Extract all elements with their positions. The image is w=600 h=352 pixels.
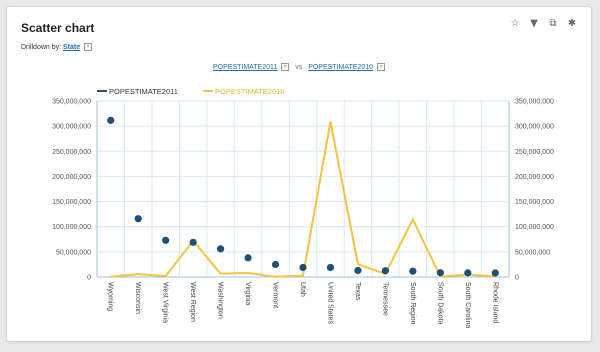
x-tick-label: Vermont (272, 282, 279, 308)
data-point-popestimate2011 (382, 267, 389, 274)
scatter-chart-widget: Scatter chart ☆ ▼ ⧉ ✱ Drilldown by: Stat… (6, 6, 592, 342)
drilldown-state-link[interactable]: State (63, 44, 80, 51)
data-point-popestimate2011 (190, 239, 197, 246)
y-tick-label-left: 100,000,000 (52, 224, 91, 231)
filter-icon[interactable]: ▼ (529, 19, 539, 29)
series-line-popestimate2010 (111, 122, 496, 277)
data-point-popestimate2011 (272, 261, 279, 268)
drilldown-bar: Drilldown by: State × (21, 43, 92, 51)
y-tick-label-right: 200,000,000 (515, 174, 554, 181)
measure-1-link[interactable]: POPESTIMATE2011 (213, 64, 277, 71)
measure-2-link[interactable]: POPESTIMATE2010 (308, 64, 373, 71)
y-tick-label-right: 100,000,000 (515, 224, 554, 231)
x-tick-label: Texas (354, 282, 361, 301)
data-point-popestimate2011 (464, 269, 471, 276)
measure-separator: vs (295, 64, 302, 71)
x-tick-label: South Region (409, 282, 416, 325)
data-point-popestimate2011 (135, 215, 142, 222)
data-point-popestimate2011 (327, 264, 334, 271)
x-tick-label: Tennessee (381, 282, 388, 316)
y-tick-label-right: 350,000,000 (515, 99, 554, 106)
y-tick-label-right: 250,000,000 (515, 149, 554, 156)
y-tick-label-left: 350,000,000 (52, 99, 91, 106)
data-point-popestimate2011 (437, 269, 444, 276)
data-point-popestimate2011 (409, 268, 416, 275)
x-tick-label: West Virginia (162, 282, 169, 323)
y-tick-label-left: 250,000,000 (52, 149, 91, 156)
data-point-popestimate2011 (107, 117, 114, 124)
y-tick-label-left: 0 (87, 275, 91, 282)
x-tick-label: United States (326, 282, 333, 325)
x-tick-label: Rhode Island (491, 282, 498, 323)
y-tick-label-left: 150,000,000 (52, 199, 91, 206)
data-point-popestimate2011 (492, 269, 499, 276)
export-icon[interactable]: ⧉ (548, 19, 558, 29)
data-point-popestimate2011 (162, 237, 169, 244)
y-tick-label-left: 300,000,000 (52, 124, 91, 131)
y-tick-label-right: 50,000,000 (515, 249, 550, 256)
data-point-popestimate2011 (299, 264, 306, 271)
widget-title: Scatter chart (21, 21, 94, 35)
x-tick-label: West Region (189, 282, 196, 322)
x-tick-label: South Carolina (464, 282, 471, 328)
data-point-popestimate2011 (354, 267, 361, 274)
scatter-chart: 0 0 50,000,000 50,000,000 100,000,000 100,000… (7, 79, 591, 341)
y-tick-label-right: 0 (515, 275, 519, 282)
y-tick-label-right: 150,000,000 (515, 199, 554, 206)
x-tick-label: Utah (299, 282, 306, 297)
measure-selector: POPESTIMATE2011 × vs POPESTIMATE2010 × (7, 63, 591, 71)
settings-icon[interactable]: ✱ (567, 19, 577, 29)
x-tick-label: Washington (217, 282, 224, 319)
y-tick-label-right: 300,000,000 (515, 124, 554, 131)
widget-toolbar: ☆ ▼ ⧉ ✱ (510, 19, 577, 29)
drilldown-label: Drilldown by: (21, 44, 61, 51)
x-tick-label: Wisconsin (134, 282, 141, 314)
x-tick-label: Wyoming (107, 282, 114, 311)
remove-measure-1-icon[interactable]: × (281, 63, 289, 71)
pin-icon[interactable]: ☆ (510, 19, 520, 29)
remove-drilldown-icon[interactable]: × (84, 43, 92, 51)
y-tick-label-left: 200,000,000 (52, 174, 91, 181)
x-tick-label: South Dakota (436, 282, 443, 325)
data-point-popestimate2011 (217, 245, 224, 252)
remove-measure-2-icon[interactable]: × (377, 63, 385, 71)
data-point-popestimate2011 (244, 254, 251, 261)
legend-label-popestimate2011: POPESTIMATE2011 (109, 87, 178, 96)
x-tick-label: Virginia (244, 282, 251, 305)
y-tick-label-left: 50,000,000 (56, 249, 91, 256)
legend-label-popestimate2010: POPESTIMATE2010 (215, 87, 284, 96)
